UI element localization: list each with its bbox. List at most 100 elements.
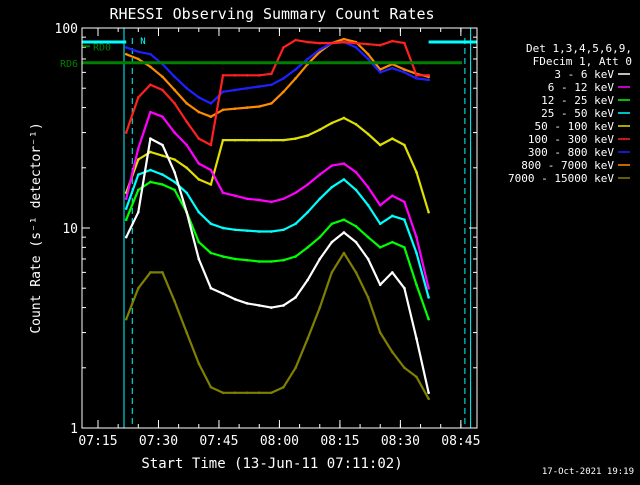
data-point	[378, 203, 382, 207]
data-point	[221, 191, 225, 195]
data-point	[282, 228, 285, 232]
data-point	[282, 197, 285, 201]
night-label: N	[140, 37, 145, 47]
data-point	[173, 300, 176, 303]
data-point	[185, 191, 188, 195]
data-point	[173, 75, 176, 79]
data-point	[245, 138, 249, 142]
data-point	[257, 391, 261, 395]
data-point	[318, 173, 322, 176]
series-300-800-kev	[124, 40, 430, 105]
data-point	[245, 391, 249, 395]
data-point	[221, 391, 225, 395]
data-point	[185, 143, 188, 147]
data-point	[270, 83, 273, 87]
data-point	[124, 197, 128, 201]
data-point	[257, 138, 261, 142]
data-point	[221, 90, 225, 94]
legend-header: Det 1,3,4,5,6,9,	[526, 42, 632, 55]
data-point	[233, 88, 237, 92]
data-point	[197, 96, 201, 99]
data-point	[403, 366, 406, 370]
data-point	[366, 132, 370, 136]
data-point	[378, 246, 382, 249]
data-point	[342, 231, 346, 234]
data-point	[318, 235, 322, 239]
data-point	[257, 198, 261, 202]
data-point	[197, 257, 201, 261]
data-point	[124, 46, 128, 49]
data-point	[149, 52, 152, 56]
data-point	[161, 115, 164, 119]
data-point	[149, 83, 152, 87]
data-point	[137, 173, 140, 176]
data-point	[306, 246, 309, 249]
data-point	[378, 71, 382, 74]
data-point	[221, 74, 225, 77]
data-point	[233, 74, 237, 77]
data-point	[415, 375, 418, 379]
data-point	[161, 154, 164, 157]
data-point	[415, 251, 418, 255]
rd6-label: RD6	[60, 59, 78, 70]
data-point	[378, 222, 382, 226]
data-point	[257, 85, 261, 88]
y-tick-label: 100	[55, 22, 78, 37]
data-point	[294, 137, 297, 140]
data-point	[233, 138, 237, 142]
data-point	[366, 57, 370, 61]
series-line	[125, 251, 430, 400]
data-point	[245, 229, 249, 232]
y-tick-label: 1	[70, 422, 78, 437]
data-point	[245, 74, 249, 77]
data-point	[149, 271, 152, 274]
data-point	[403, 143, 406, 147]
data-point	[124, 235, 128, 239]
data-point	[427, 317, 430, 321]
data-point	[366, 235, 370, 239]
series-3-6-kev	[124, 137, 430, 395]
data-point	[378, 143, 382, 147]
data-point	[403, 218, 406, 222]
data-point	[403, 41, 406, 45]
data-point	[306, 134, 309, 137]
data-point	[221, 138, 225, 142]
data-point	[257, 105, 261, 108]
data-point	[209, 251, 213, 255]
x-tick-label: 08:45	[441, 434, 480, 449]
data-point	[354, 46, 358, 49]
data-point	[318, 48, 322, 51]
legend-label: 50 - 100 keV	[535, 120, 615, 133]
legend-label: 6 - 12 keV	[548, 81, 615, 94]
data-point	[173, 188, 176, 192]
data-point	[149, 180, 152, 184]
data-point	[403, 286, 406, 290]
data-point	[354, 271, 358, 274]
data-point	[197, 137, 201, 140]
data-point	[354, 240, 358, 244]
data-point	[415, 77, 418, 80]
y-axis-label: Count Rate (s⁻¹ detector⁻¹)	[29, 122, 44, 333]
series-line	[125, 110, 430, 289]
data-point	[173, 170, 176, 174]
data-point	[282, 258, 285, 262]
data-point	[233, 107, 237, 110]
data-point	[342, 251, 346, 255]
series-line	[125, 37, 429, 118]
data-point	[294, 222, 297, 226]
data-point	[173, 158, 176, 161]
data-point	[209, 385, 213, 389]
series-7000-15000-kev	[124, 251, 430, 401]
plot-frame	[81, 27, 478, 429]
data-point	[403, 71, 406, 74]
rd0-label: RD0	[93, 42, 111, 53]
data-point	[342, 218, 346, 222]
series-line	[125, 168, 430, 298]
legend-header: FDecim 1, Att 0	[533, 55, 632, 68]
data-point	[415, 283, 418, 287]
data-point	[137, 158, 140, 161]
data-point	[185, 331, 188, 334]
data-point	[124, 207, 128, 210]
data-point	[149, 168, 152, 172]
